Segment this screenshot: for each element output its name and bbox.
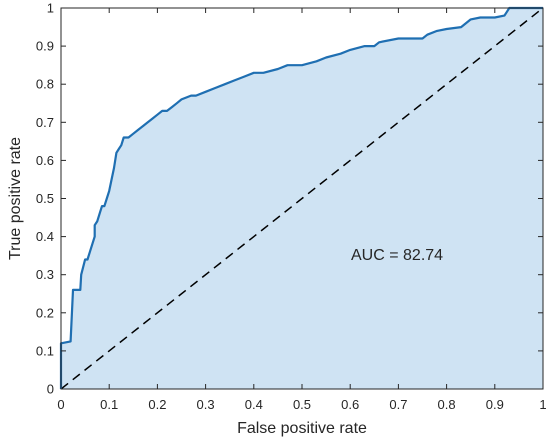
chance-diagonal-line [60, 7, 544, 390]
x-tick-label: 0.4 [245, 397, 263, 412]
y-tick-label: 0.7 [36, 115, 54, 130]
y-tick-label: 0.9 [36, 39, 54, 54]
y-tick-label: 0.2 [36, 305, 54, 320]
x-tick-label: 0.2 [148, 397, 166, 412]
y-axis-ticks: 0 0.1 0.2 0.3 0.4 0.5 0.6 0.7 0.8 0.9 1 [36, 1, 543, 397]
y-tick-label: 0.8 [36, 77, 54, 92]
x-tick-label: 0.5 [293, 397, 311, 412]
roc-curve-line [59, 6, 543, 389]
x-axis-ticks: 0 0.1 0.2 0.3 0.4 0.5 0.6 0.7 0.8 0.9 1 [57, 8, 547, 412]
x-tick-label: 0.1 [100, 397, 118, 412]
y-tick-label: 1 [47, 1, 54, 16]
plot-area [59, 6, 544, 390]
x-tick-label: 0.9 [486, 397, 504, 412]
y-tick-label: 0.1 [36, 343, 54, 358]
x-tick-label: 0.6 [341, 397, 359, 412]
x-tick-label: 0.7 [389, 397, 407, 412]
y-axis-title: True positive rate [7, 137, 24, 260]
x-axis-title: False positive rate [237, 420, 367, 437]
y-tick-label: 0.5 [36, 191, 54, 206]
x-tick-label: 1 [539, 397, 546, 412]
auc-annotation: AUC = 82.74 [351, 247, 443, 264]
y-tick-label: 0.6 [36, 153, 54, 168]
x-tick-label: 0.3 [197, 397, 215, 412]
y-tick-label: 0 [47, 382, 54, 397]
x-tick-label: 0.8 [438, 397, 456, 412]
x-tick-label: 0 [57, 397, 64, 412]
y-tick-label: 0.3 [36, 267, 54, 282]
y-tick-label: 0.4 [36, 229, 54, 244]
